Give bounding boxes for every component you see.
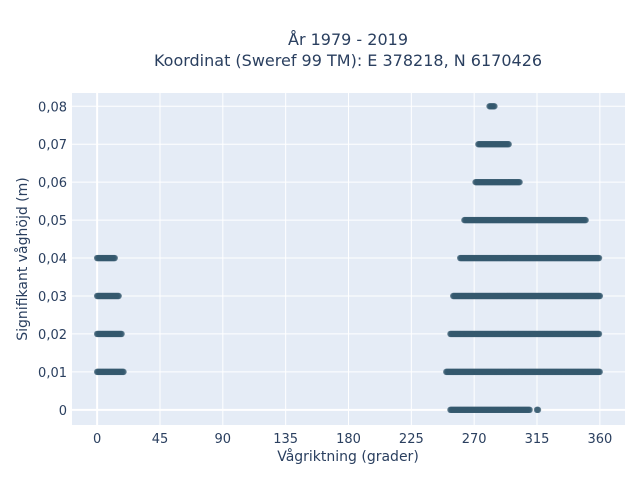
data-point <box>115 292 122 300</box>
x-tick-label: 360 <box>587 432 612 447</box>
y-tick-label: 0,03 <box>38 290 67 305</box>
x-axis-ticks: 0 45 90 135 180 225 270 315 360 <box>93 432 612 447</box>
y-tick-label: 0,02 <box>38 328 67 343</box>
y-tick-label: 0 <box>59 404 67 419</box>
data-point <box>595 330 603 338</box>
x-tick-label: 180 <box>336 432 361 447</box>
y-tick-label: 0,04 <box>38 252 67 267</box>
data-point <box>596 368 603 376</box>
x-tick-label: 315 <box>525 432 550 447</box>
x-axis-title: Vågriktning (grader) <box>277 448 419 465</box>
data-point <box>526 406 533 414</box>
y-tick-label: 0,06 <box>38 176 67 191</box>
y-tick-label: 0,07 <box>38 138 67 153</box>
data-points <box>93 103 604 414</box>
y-tick-label: 0,01 <box>38 366 67 381</box>
x-tick-label: 225 <box>399 432 424 447</box>
x-tick-label: 90 <box>215 432 232 447</box>
x-tick-label: 270 <box>462 432 487 447</box>
y-tick-label: 0,08 <box>38 100 67 115</box>
y-axis-title: Signifikant våghöjd (m) <box>14 177 31 340</box>
chart-title-line-1: År 1979 - 2019 <box>288 30 408 49</box>
data-point <box>120 368 127 376</box>
data-point <box>111 254 118 262</box>
chart-title-line-2: Koordinat (Sweref 99 TM): E 378218, N 61… <box>154 51 542 70</box>
data-point <box>491 103 498 110</box>
data-point <box>118 330 125 338</box>
data-point <box>595 254 603 262</box>
data-point <box>534 406 542 414</box>
y-tick-label: 0,05 <box>38 214 67 229</box>
x-tick-label: 45 <box>152 432 169 447</box>
y-axis-ticks: 0 0,01 0,02 0,03 0,04 0,05 0,06 0,07 0,08 <box>38 100 67 419</box>
x-tick-label: 135 <box>273 432 298 447</box>
data-point <box>505 141 512 148</box>
data-point <box>596 292 604 300</box>
x-tick-label: 0 <box>93 432 101 447</box>
data-point <box>582 216 589 224</box>
data-point <box>516 178 523 186</box>
